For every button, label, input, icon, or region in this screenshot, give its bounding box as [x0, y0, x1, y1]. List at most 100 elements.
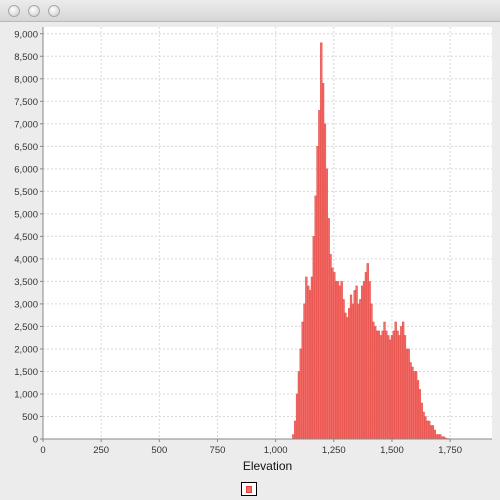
histogram-bar: [402, 321, 405, 440]
x-tick-label: 0: [40, 445, 45, 456]
histogram-bar: [348, 308, 351, 440]
y-tick-label: 2,500: [14, 322, 38, 333]
y-tick-label: 1,500: [14, 367, 38, 378]
histogram-bar: [390, 335, 394, 440]
histogram-bar: [422, 411, 425, 440]
histogram-bar: [320, 42, 323, 440]
histogram-bar: [385, 330, 388, 440]
y-tick-label: 3,500: [14, 277, 38, 288]
histogram-bar: [383, 321, 386, 440]
x-tick-label: 1,250: [322, 445, 346, 456]
minimize-button[interactable]: [28, 5, 40, 17]
y-tick-label: 6,500: [14, 142, 38, 153]
legend-swatch: [246, 486, 252, 493]
histogram-chart: 0 500 1,000 1,500 2,000 2,500 3,000 3,500 4,000 4…: [14, 27, 492, 473]
histogram-bar: [292, 434, 295, 440]
histogram-bar: [349, 294, 353, 440]
histogram-bar: [340, 281, 343, 440]
histogram-bar: [357, 303, 360, 440]
histogram-bar: [372, 321, 375, 440]
x-tick-label: 1,000: [264, 445, 288, 456]
histogram-bar: [342, 299, 345, 440]
x-tick-label: 500: [151, 445, 167, 456]
histogram-bar: [370, 303, 373, 440]
y-tick-label: 3,000: [14, 299, 38, 310]
histogram-bar: [368, 281, 371, 440]
y-tick-label: 7,500: [14, 97, 38, 108]
histogram-bar: [424, 416, 427, 440]
histogram-bar: [346, 317, 349, 440]
y-tick-label: 6,000: [14, 164, 38, 175]
y-tick-label: 7,000: [14, 119, 38, 130]
histogram-bar: [375, 330, 379, 440]
histogram-bar: [392, 330, 395, 440]
histogram-bar: [312, 236, 315, 440]
histogram-bar: [361, 285, 364, 440]
histogram-bar: [333, 272, 336, 440]
close-button[interactable]: [8, 5, 20, 17]
y-tick-label: 4,000: [14, 254, 38, 265]
histogram-bar: [388, 339, 392, 440]
histogram-bar: [351, 303, 355, 440]
histogram-bar: [435, 434, 438, 440]
histogram-bar: [344, 312, 347, 440]
histogram-bar: [398, 335, 401, 440]
histogram-bar: [409, 362, 412, 440]
y-tick-label: 5,000: [14, 209, 38, 220]
histogram-bar: [318, 110, 321, 440]
y-tick-label: 9,000: [14, 29, 38, 40]
histogram-bar: [420, 402, 423, 440]
histogram-bar: [305, 276, 308, 440]
histogram-bar: [415, 371, 418, 440]
y-tick-label: 2,000: [14, 344, 38, 355]
histogram-bar: [336, 281, 340, 440]
y-axis-ticks: 0 500 1,000 1,500 2,000 2,500 3,000 3,500 4,000 4…: [14, 29, 43, 446]
histogram-bar: [323, 123, 327, 440]
bars-group: [292, 42, 457, 440]
histogram-bar: [396, 330, 399, 440]
histogram-bar: [314, 195, 317, 440]
histogram-bar: [433, 429, 436, 440]
histogram-bar: [366, 263, 369, 440]
histogram-bar: [426, 420, 429, 440]
histogram-bar: [400, 326, 403, 440]
histogram-bar: [362, 281, 366, 440]
histogram-bar: [297, 371, 301, 440]
legend-item[interactable]: [241, 482, 257, 496]
histogram-bar: [407, 348, 410, 440]
histogram-bar: [303, 303, 306, 440]
x-axis-ticks: 0 250 500 750 1,000 1,250 1,500 1,750: [40, 439, 462, 456]
histogram-bar: [299, 348, 302, 440]
histogram-bar: [308, 290, 312, 440]
histogram-bar: [416, 380, 420, 440]
histogram-bar: [301, 321, 304, 440]
histogram-bar: [379, 335, 382, 440]
histogram-bar: [394, 321, 397, 440]
histogram-bar: [355, 285, 358, 440]
histogram-bar: [327, 218, 330, 440]
histogram-bar: [377, 330, 381, 440]
histogram-bar: [418, 389, 422, 440]
histogram-bar: [294, 420, 297, 440]
histogram-bar: [439, 434, 442, 440]
x-tick-label: 750: [210, 445, 226, 456]
chart-panel: 0 500 1,000 1,500 2,000 2,500 3,000 3,500 4,000 4…: [0, 22, 500, 500]
histogram-bar: [428, 420, 431, 440]
histogram-bar: [359, 299, 362, 440]
window-titlebar: [0, 0, 500, 22]
y-tick-label: 500: [22, 412, 38, 423]
y-tick-label: 8,000: [14, 74, 38, 85]
histogram-bar: [387, 335, 390, 440]
histogram-bar: [431, 425, 435, 440]
histogram-bar: [405, 348, 408, 440]
x-tick-label: 250: [93, 445, 109, 456]
y-tick-label: 5,500: [14, 187, 38, 198]
histogram-bar: [437, 434, 440, 440]
histogram-bar: [403, 335, 407, 440]
histogram-bar: [334, 281, 338, 440]
histogram-bar: [325, 168, 328, 440]
histogram-bar: [316, 146, 319, 440]
zoom-button[interactable]: [48, 5, 60, 17]
histogram-bar: [381, 330, 384, 440]
histogram-bar: [338, 285, 341, 440]
